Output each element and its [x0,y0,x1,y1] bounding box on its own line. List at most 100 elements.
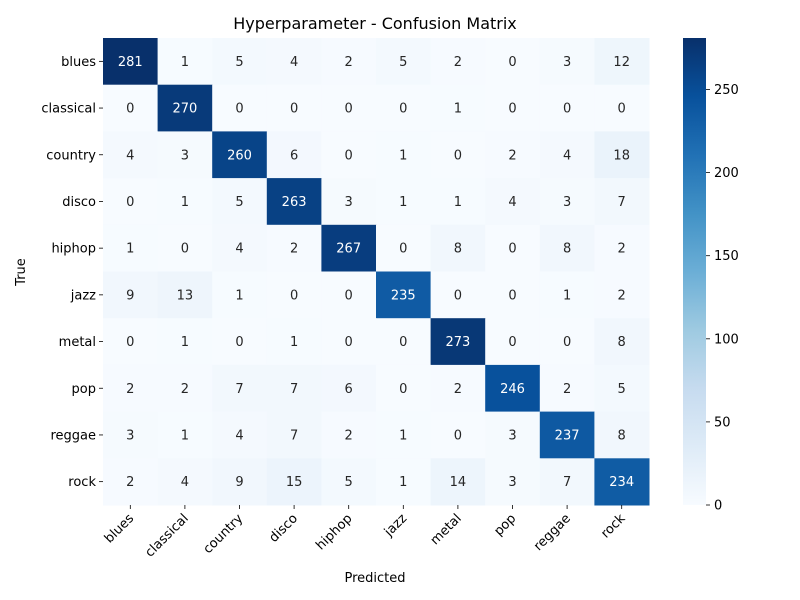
cell-value-label: 1 [181,335,189,350]
y-tick-label: metal [59,335,96,350]
heatmap-cell [157,318,213,366]
cell-value-label: 1 [181,55,189,70]
cell-value-label: 0 [563,102,571,117]
cell-value-label: 4 [126,148,134,163]
cell-value-label: 1 [399,195,407,210]
cell-value-label: 2 [345,55,353,70]
heatmap-cell [266,318,322,366]
heatmap-cell [376,411,432,459]
colorbar-gradient [683,38,706,505]
heatmap-cell [266,178,322,226]
cell-value-label: 281 [118,55,143,70]
colorbar-tick-label: 150 [714,249,739,264]
cell-value-label: 0 [345,102,353,117]
cell-value-label: 2 [618,242,626,257]
y-tick-label: blues [61,55,96,70]
cell-value-label: 0 [399,102,407,117]
x-tick-label: reggae [531,511,574,554]
cell-value-label: 237 [555,428,580,443]
heatmap-cell [321,458,377,506]
cell-value-label: 3 [563,55,571,70]
heatmap-cell [321,178,377,226]
cell-value-label: 0 [618,102,626,117]
cell-value-label: 1 [290,335,298,350]
cell-value-label: 3 [345,195,353,210]
heatmap-cell [212,318,268,366]
cell-value-label: 2 [454,55,462,70]
y-tick-label: hiphop [51,242,96,257]
cell-value-label: 7 [290,428,298,443]
heatmap-cell [212,458,268,506]
heatmap-cell [103,364,159,413]
heatmap-cell [539,178,595,226]
cell-value-label: 6 [345,382,353,397]
cell-value-label: 8 [618,428,626,443]
cell-value-label: 246 [500,382,525,397]
cell-value-label: 270 [172,102,197,117]
heatmap-cell [376,84,432,132]
cell-value-label: 267 [336,242,361,257]
heatmap-cell [157,458,213,506]
heatmap-cell [594,38,650,86]
heatmap-cell [321,364,377,413]
heatmap-cell [539,224,595,272]
cell-value-label: 0 [454,148,462,163]
cell-value-label: 0 [345,148,353,163]
colorbar-tick-label: 50 [714,415,731,430]
cell-value-label: 0 [290,102,298,117]
cell-value-label: 4 [508,195,516,210]
heatmap-cell [157,224,213,272]
heatmap-cell [539,38,595,86]
heatmap-cell [103,178,159,226]
heatmap-cell [266,224,322,272]
heatmap-cell [539,364,595,413]
heatmap-cell [157,271,213,319]
cell-value-label: 0 [399,382,407,397]
cell-value-label: 8 [563,242,571,257]
cell-value-label: 3 [181,148,189,163]
cell-value-label: 0 [345,288,353,303]
cell-value-label: 3 [508,428,516,443]
cell-value-label: 2 [290,242,298,257]
cell-value-label: 5 [399,55,407,70]
y-tick-label: pop [72,382,96,397]
heatmap-cell [103,84,159,132]
x-tick-label: pop [491,511,519,539]
x-tick-label: blues [102,511,137,546]
cell-value-label: 0 [508,102,516,117]
x-tick-label: rock [598,511,629,542]
colorbar-tick-label: 0 [714,499,722,514]
heatmap-cell [103,38,159,86]
cell-value-label: 14 [450,475,467,490]
y-tick-label: rock [68,475,96,490]
heatmap-cell [321,84,377,132]
heatmap-cell [430,271,486,319]
heatmap-cell [485,364,541,413]
cell-value-label: 0 [399,242,407,257]
cell-value-label: 7 [235,382,243,397]
heatmap-cell [321,271,377,319]
cell-value-label: 0 [508,242,516,257]
heatmap-cell [321,131,377,179]
cell-value-label: 260 [227,148,252,163]
colorbar-tick-label: 100 [714,332,739,347]
cell-value-label: 0 [126,335,134,350]
y-tick-label: disco [62,195,96,210]
cell-value-label: 0 [235,102,243,117]
cell-value-label: 4 [235,242,243,257]
heatmap-cell [485,458,541,506]
heatmap-cell [430,458,486,506]
heatmap-cell [539,271,595,319]
heatmap-cell [212,271,268,319]
heatmap-cell [430,411,486,459]
heatmap-cell [321,318,377,366]
heatmap-cell [539,411,595,459]
heatmap-cell [376,178,432,226]
heatmap-cell [376,318,432,366]
heatmap-cell [103,458,159,506]
heatmap-cell [321,411,377,459]
cell-value-label: 8 [618,335,626,350]
cell-value-label: 2 [181,382,189,397]
cell-value-label: 5 [345,475,353,490]
